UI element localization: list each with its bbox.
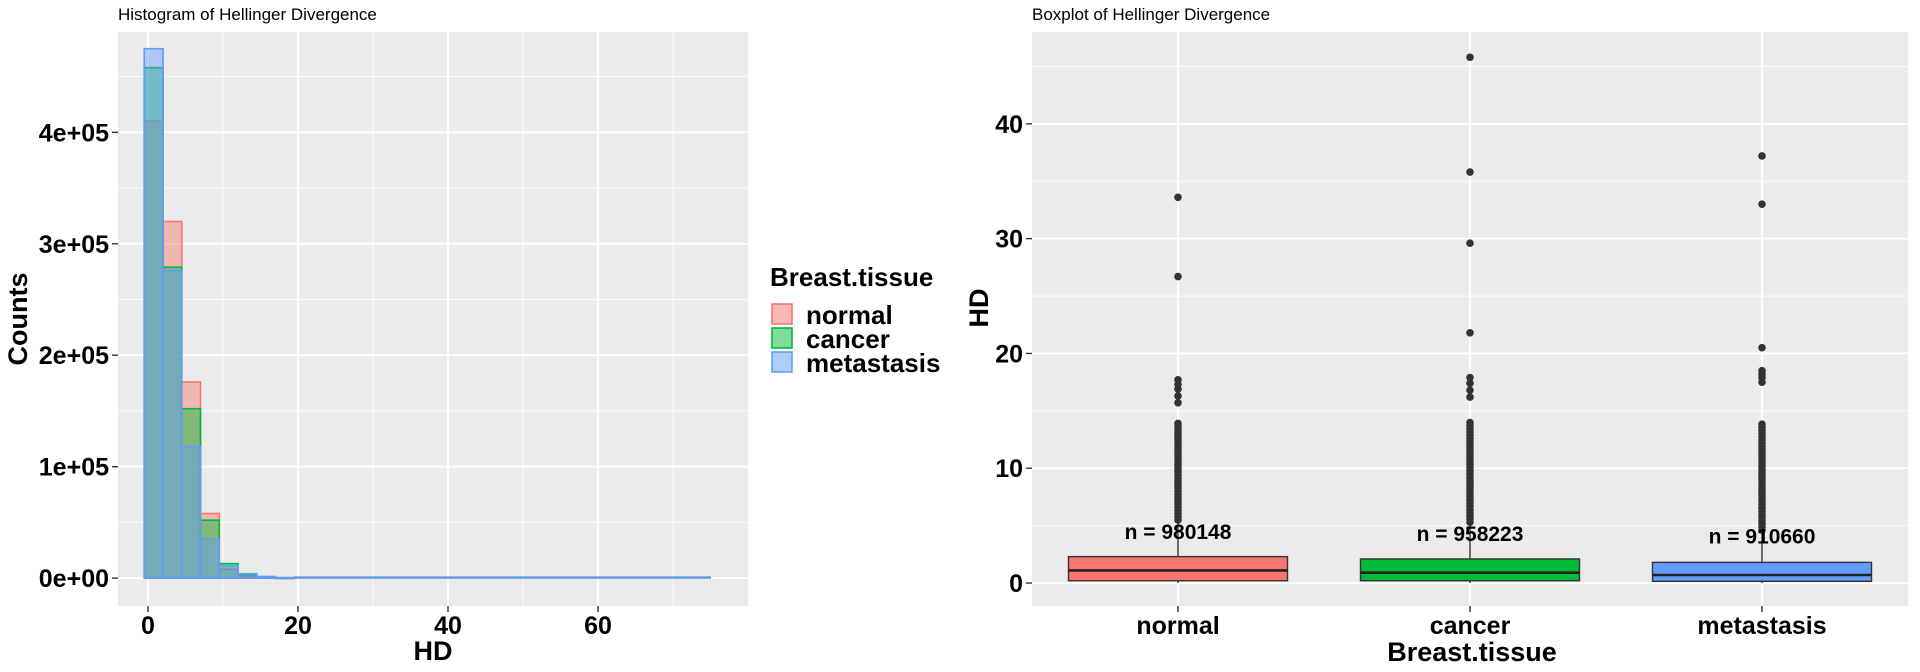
boxplot-x-ticks: normal cancer metastasis: [1136, 606, 1827, 640]
histogram-y-ticks: 0e+00 1e+05 2e+05 3e+05 4e+05: [39, 119, 118, 593]
histogram-series-metastasis: [143, 47, 711, 579]
histogram-y-axis-label: Counts: [3, 273, 33, 366]
histogram-y-tick-label: 2e+05: [39, 342, 109, 370]
box-outlier-point: [1466, 379, 1474, 388]
histogram-bar: [274, 576, 296, 579]
boxplot-y-ticks: 0 10 20 30 40: [995, 111, 1032, 598]
boxplot-y-tick-label: 10: [995, 455, 1023, 483]
box-outlier-point: [1174, 193, 1182, 202]
box-n-label: n = 958223: [1417, 523, 1524, 546]
box-outlier-point: [1466, 386, 1474, 394]
legend-title: Breast.tissue: [770, 262, 933, 292]
boxplot-y-axis-label: HD: [964, 289, 994, 328]
boxplot-y-tick-label: 30: [995, 226, 1023, 254]
histogram-bar: [143, 47, 164, 579]
box-cancer: n = 958223: [1359, 53, 1581, 584]
histogram-bar: [237, 572, 258, 579]
histogram-tail: [293, 576, 711, 579]
histogram-bar: [218, 565, 239, 579]
histogram-x-ticks: 0 20 40 60: [141, 606, 612, 640]
boxplot-y-tick-label: 40: [995, 111, 1023, 139]
legend-item-normal: normal: [771, 300, 893, 330]
legend-key-cancer: [771, 327, 793, 349]
box-outlier-point: [1466, 393, 1474, 401]
boxplot-x-tick-label: cancer: [1430, 612, 1511, 640]
histogram-y-tick-label: 4e+05: [39, 119, 109, 147]
legend-label-metastasis: metastasis: [806, 348, 940, 378]
box-outlier-point: [1174, 399, 1182, 407]
legend-key-metastasis: [771, 351, 793, 373]
histogram-x-tick-label: 20: [284, 612, 312, 640]
boxplot-x-tick-label: normal: [1136, 612, 1219, 640]
legend-label-normal: normal: [806, 300, 893, 330]
boxplot-y-tick-label: 20: [995, 340, 1023, 368]
box-outlier-point: [1758, 200, 1766, 208]
box-n-label: n = 980148: [1125, 521, 1232, 544]
box-iqr: [1359, 558, 1581, 582]
box-metastasis: n = 910660: [1651, 152, 1873, 584]
histogram-bar: [180, 445, 202, 579]
boxplot-boxes: n = 980148 n = 958223 n = 910660: [1067, 53, 1873, 584]
histogram-bars: [143, 47, 711, 580]
legend-item-cancer: cancer: [771, 324, 890, 354]
box-iqr: [1651, 561, 1873, 583]
histogram-x-tick-label: 0: [141, 612, 155, 640]
histogram-bar: [255, 575, 277, 579]
histogram-x-tick-label: 40: [434, 612, 462, 640]
box-outlier-point: [1466, 239, 1474, 248]
histogram-x-tick-label: 60: [584, 612, 612, 640]
histogram-bar: [162, 269, 183, 579]
histogram-title: Histogram of Hellinger Divergence: [118, 5, 377, 24]
box-n-label: n = 910660: [1709, 525, 1816, 548]
boxplot-x-tick-label: metastasis: [1697, 612, 1826, 640]
box-outlier-point: [1466, 328, 1474, 337]
histogram-bar: [199, 538, 221, 579]
box-iqr: [1067, 555, 1289, 582]
box-outlier-point: [1466, 168, 1474, 176]
histogram-y-tick-label: 3e+05: [39, 231, 109, 259]
legend-label-cancer: cancer: [806, 324, 890, 354]
box-outlier-point: [1174, 272, 1182, 281]
box-outlier-point: [1174, 385, 1182, 393]
box-outlier-point: [1174, 419, 1182, 428]
legend-item-metastasis: metastasis: [771, 348, 940, 378]
box-normal: n = 980148: [1067, 193, 1289, 584]
boxplot-y-tick-label: 0: [1009, 570, 1023, 598]
histogram-y-tick-label: 0e+00: [39, 565, 109, 593]
box-outlier-point: [1466, 373, 1474, 382]
legend-key-normal: [771, 303, 793, 325]
histogram-series-cancer: [143, 66, 711, 580]
box-outlier-point: [1758, 420, 1766, 428]
boxplot-x-axis-label: Breast.tissue: [1387, 637, 1557, 667]
box-outlier-point: [1758, 152, 1766, 160]
boxplot-title: Boxplot of Hellinger Divergence: [1032, 5, 1270, 24]
histogram-y-tick-label: 1e+05: [39, 454, 109, 482]
box-outlier-point: [1174, 392, 1182, 400]
box-outlier-point: [1466, 418, 1474, 427]
box-outlier-point: [1758, 378, 1766, 386]
box-outlier-point: [1758, 343, 1766, 352]
histogram-x-axis-label: HD: [414, 636, 453, 666]
box-outlier-point: [1466, 53, 1474, 62]
